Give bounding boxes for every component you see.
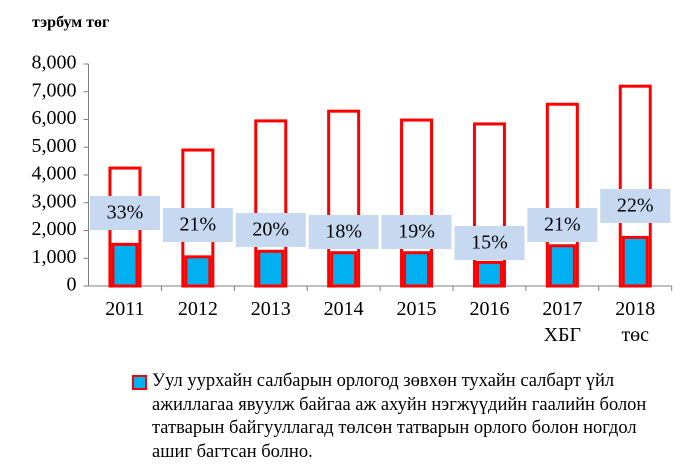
mining-bar — [548, 244, 576, 288]
percentage-label: 19% — [398, 221, 435, 243]
y-tick-label: 0 — [67, 274, 77, 296]
x-tick-label: 2015 — [396, 298, 437, 320]
legend-label: Уул уурхайн салбарын орлогод зөвхөн туха… — [152, 371, 647, 462]
y-tick-label: 4,000 — [32, 163, 77, 185]
legend-key — [132, 375, 147, 390]
label-box — [600, 189, 671, 223]
label-box — [162, 208, 233, 242]
y-tick-label: 5,000 — [32, 135, 77, 157]
x-tick-label: 2012 — [177, 298, 218, 320]
x-tick-label: 2016 — [469, 298, 510, 320]
label-box — [381, 215, 452, 249]
mining-bar — [111, 242, 139, 288]
y-tick-label: 3,000 — [32, 190, 77, 212]
y-tick-label: 8,000 — [32, 52, 77, 74]
x-tick-label: 2013 — [250, 298, 291, 320]
percentage-label: 18% — [325, 221, 362, 243]
percentage-label: 33% — [107, 202, 144, 224]
mining-bar — [403, 251, 431, 288]
x-tick-label: 2018 төс — [615, 298, 656, 346]
y-tick-label: 2,000 — [32, 218, 77, 240]
percentage-label: 15% — [471, 232, 508, 254]
chart: 0 1,000 2,000 3,000 4,000 5,000 6,000 7,000 8,00… — [32, 52, 673, 296]
mining-bar — [257, 249, 285, 288]
y-tick-label: 1,000 — [32, 246, 77, 268]
percentage-label: 21% — [180, 214, 217, 236]
x-tick-label: 2014 — [323, 298, 364, 320]
x-tick-label: 2017 ХБГ — [542, 298, 583, 346]
label-box — [89, 196, 160, 230]
label-box — [527, 208, 598, 242]
percentage-label: 20% — [252, 219, 289, 241]
legend: Уул уурхайн салбарын орлогод зөвхөн туха… — [132, 370, 672, 464]
x-tick-label: 2011 — [105, 298, 145, 320]
percentage-label: 21% — [544, 214, 581, 236]
mining-bar — [621, 235, 649, 288]
mining-bar — [475, 260, 503, 288]
label-box — [308, 215, 379, 249]
chart-title: тэрбум төг — [32, 14, 110, 31]
label-box — [235, 213, 306, 247]
percentage-label: 22% — [617, 195, 654, 217]
mining-bar — [184, 255, 212, 288]
y-tick-label: 6,000 — [32, 107, 77, 129]
y-tick-label: 7,000 — [32, 79, 77, 101]
mining-bar — [330, 251, 358, 288]
label-box — [454, 226, 525, 260]
